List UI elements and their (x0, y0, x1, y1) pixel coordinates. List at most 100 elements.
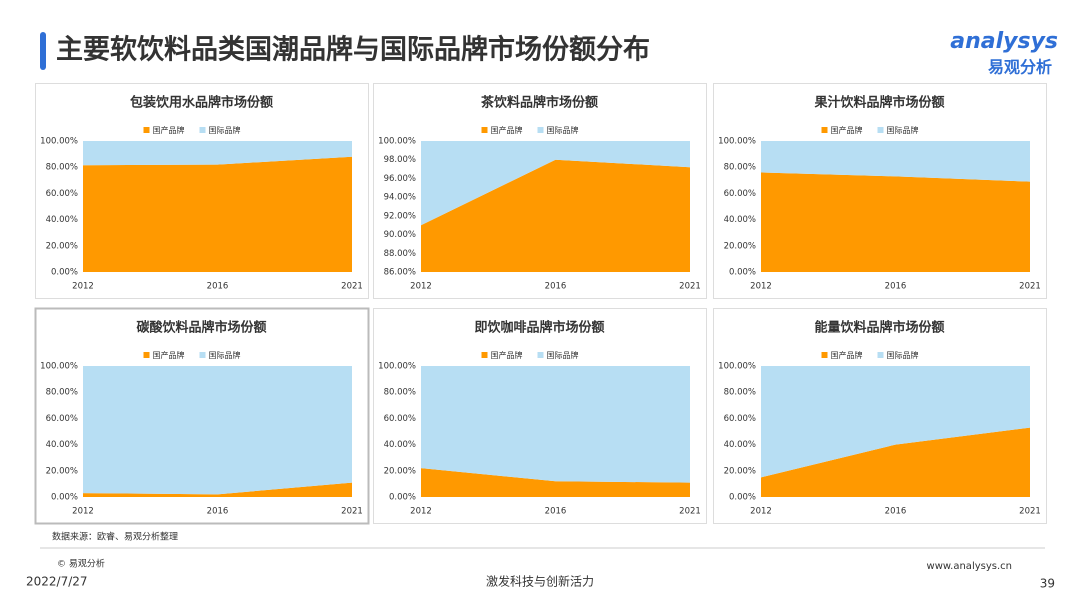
x-tick-label: 2016 (885, 507, 907, 517)
copyright: © 易观分析 (57, 558, 105, 570)
y-tick-label: 40.00% (384, 440, 416, 450)
y-tick-label: 0.00% (729, 268, 756, 278)
x-tick-label: 2021 (1019, 282, 1041, 292)
x-tick-label: 2016 (545, 282, 567, 292)
logo-cn: 易观分析 (988, 58, 1052, 77)
y-tick-label: 100.00% (40, 362, 78, 372)
area (421, 366, 690, 483)
chart-title: 碳酸饮料品牌市场份额 (136, 320, 266, 336)
area (83, 366, 352, 495)
y-tick-label: 60.00% (724, 414, 756, 424)
y-tick-label: 20.00% (46, 466, 78, 476)
area (83, 156, 352, 272)
y-tick-label: 40.00% (724, 215, 756, 225)
y-tick-label: 88.00% (384, 249, 416, 259)
source-note: 数据来源：欧睿、易观分析整理 (52, 531, 178, 543)
x-tick-label: 2012 (750, 282, 772, 292)
chart-title: 包装饮用水品牌市场份额 (130, 95, 273, 111)
y-tick-label: 80.00% (46, 163, 78, 173)
area (421, 141, 690, 226)
y-tick-label: 0.00% (389, 493, 416, 503)
x-tick-label: 2016 (207, 282, 229, 292)
y-tick-label: 100.00% (378, 137, 416, 147)
y-tick-label: 92.00% (384, 211, 416, 221)
x-tick-label: 2016 (545, 507, 567, 517)
area (761, 366, 1030, 478)
legend-swatch (877, 352, 884, 358)
area (761, 172, 1030, 272)
y-tick-label: 94.00% (384, 193, 416, 203)
legend-label: 国产品牌 (831, 350, 863, 360)
chart-title: 茶饮料品牌市场份额 (481, 95, 598, 111)
y-tick-label: 40.00% (46, 440, 78, 450)
y-tick-label: 80.00% (724, 163, 756, 173)
y-tick-label: 86.00% (384, 268, 416, 278)
legend-swatch (199, 127, 206, 133)
y-tick-label: 80.00% (724, 388, 756, 398)
legend-swatch (877, 127, 884, 133)
y-tick-label: 20.00% (724, 241, 756, 251)
legend-label: 国际品牌 (209, 350, 241, 360)
y-tick-label: 98.00% (384, 155, 416, 165)
x-tick-label: 2012 (410, 282, 432, 292)
logo-en: analysys (950, 29, 1058, 54)
x-tick-label: 2012 (410, 507, 432, 517)
slogan: 激发科技与创新活力 (486, 574, 594, 589)
x-tick-label: 2021 (679, 507, 701, 517)
y-tick-label: 90.00% (384, 230, 416, 240)
y-tick-label: 20.00% (384, 466, 416, 476)
y-tick-label: 60.00% (384, 414, 416, 424)
page-number: 39 (1040, 577, 1055, 591)
legend-swatch (537, 127, 544, 133)
x-tick-label: 2021 (341, 282, 363, 292)
area (421, 468, 690, 497)
legend-label: 国际品牌 (887, 350, 919, 360)
y-tick-label: 40.00% (724, 440, 756, 450)
y-tick-label: 20.00% (46, 241, 78, 251)
y-tick-label: 96.00% (384, 174, 416, 184)
area (761, 141, 1030, 182)
chart-title: 即饮咖啡品牌市场份额 (474, 320, 604, 336)
legend-swatch (143, 127, 150, 133)
legend-swatch (537, 352, 544, 358)
area (83, 141, 352, 166)
y-tick-label: 60.00% (46, 414, 78, 424)
y-tick-label: 0.00% (51, 493, 78, 503)
x-tick-label: 2016 (207, 507, 229, 517)
legend-label: 国产品牌 (831, 125, 863, 135)
chart-title: 能量饮料品牌市场份额 (814, 320, 944, 336)
x-tick-label: 2012 (72, 282, 94, 292)
x-tick-label: 2016 (885, 282, 907, 292)
x-tick-label: 2021 (679, 282, 701, 292)
y-tick-label: 100.00% (718, 362, 756, 372)
legend-swatch (199, 352, 206, 358)
y-tick-label: 60.00% (46, 189, 78, 199)
area (421, 159, 690, 272)
y-tick-label: 0.00% (51, 268, 78, 278)
y-tick-label: 100.00% (718, 137, 756, 147)
y-tick-label: 0.00% (729, 493, 756, 503)
legend-label: 国际品牌 (887, 125, 919, 135)
legend-label: 国际品牌 (547, 350, 579, 360)
y-tick-label: 80.00% (46, 388, 78, 398)
legend-label: 国产品牌 (153, 125, 185, 135)
x-tick-label: 2021 (341, 507, 363, 517)
legend-label: 国产品牌 (153, 350, 185, 360)
y-tick-label: 40.00% (46, 215, 78, 225)
legend-label: 国产品牌 (491, 350, 523, 360)
title-accent (40, 32, 46, 70)
y-tick-label: 100.00% (40, 137, 78, 147)
date: 2022/7/27 (26, 575, 88, 589)
legend-swatch (821, 352, 828, 358)
area (83, 482, 352, 497)
legend-label: 国产品牌 (491, 125, 523, 135)
legend-label: 国际品牌 (209, 125, 241, 135)
legend-label: 国际品牌 (547, 125, 579, 135)
